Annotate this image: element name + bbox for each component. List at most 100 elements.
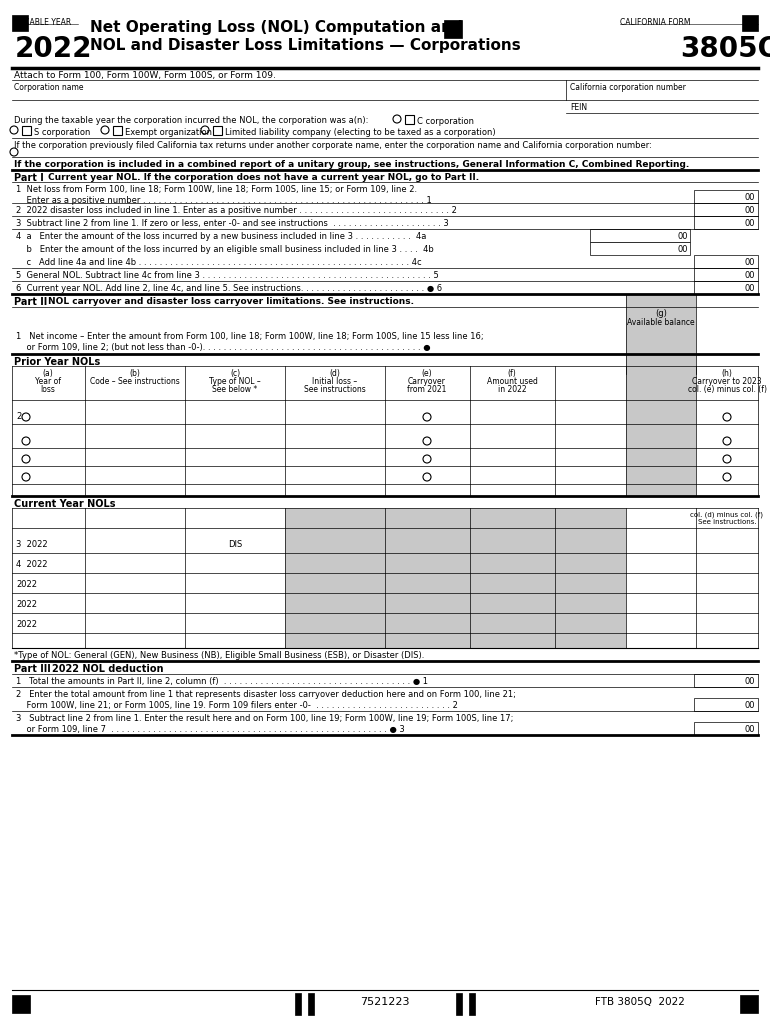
Text: FTB 3805Q  2022: FTB 3805Q 2022 — [595, 997, 685, 1007]
Text: 00: 00 — [678, 232, 688, 241]
Text: Attach to Form 100, Form 100W, Form 100S, or Form 109.: Attach to Form 100, Form 100W, Form 100S… — [14, 71, 276, 80]
Text: Enter as a positive number . . . . . . . . . . . . . . . . . . . . . . . . . . .: Enter as a positive number . . . . . . .… — [16, 196, 432, 205]
Text: Part III: Part III — [14, 664, 51, 674]
Text: 00: 00 — [745, 219, 755, 228]
Bar — [694, 268, 758, 281]
Text: (a): (a) — [42, 369, 53, 378]
Text: If the corporation is included in a combined report of a unitary group, see inst: If the corporation is included in a comb… — [14, 160, 689, 169]
Bar — [626, 508, 696, 648]
Text: 3805Q: 3805Q — [680, 35, 770, 63]
Text: FEIN: FEIN — [570, 103, 587, 112]
Bar — [12, 995, 30, 1013]
Text: 3  Subtract line 2 from line 1. If zero or less, enter -0- and see instructions : 3 Subtract line 2 from line 1. If zero o… — [16, 219, 449, 228]
Text: California corporation number: California corporation number — [570, 83, 686, 92]
Bar — [469, 993, 475, 1015]
Text: Part I: Part I — [14, 173, 44, 183]
Text: 00: 00 — [678, 245, 688, 254]
Text: (d): (d) — [330, 369, 340, 378]
Text: 00: 00 — [745, 701, 755, 710]
Text: Carryover to 2023: Carryover to 2023 — [692, 377, 762, 386]
Text: 1   Total the amounts in Part II, line 2, column (f)  . . . . . . . . . . . . . : 1 Total the amounts in Part II, line 2, … — [16, 677, 428, 686]
Text: 00: 00 — [745, 193, 755, 202]
Text: TAXABLE YEAR: TAXABLE YEAR — [15, 18, 72, 27]
Text: 2022: 2022 — [16, 620, 37, 629]
Text: 2022: 2022 — [16, 580, 37, 589]
Text: Exempt organization: Exempt organization — [125, 128, 212, 137]
Text: Prior Year NOLs: Prior Year NOLs — [14, 357, 100, 367]
Text: Amount used: Amount used — [487, 377, 537, 386]
Text: b   Enter the amount of the loss incurred by an eligible small business included: b Enter the amount of the loss incurred … — [16, 245, 434, 254]
Text: 00: 00 — [745, 258, 755, 267]
Text: See instructions: See instructions — [304, 385, 366, 394]
Text: Corporation name: Corporation name — [14, 83, 83, 92]
Bar — [295, 993, 301, 1015]
Bar — [308, 993, 314, 1015]
Text: 1   Net income – Enter the amount from Form 100, line 18; Form 100W, line 18; Fo: 1 Net income – Enter the amount from For… — [16, 332, 484, 341]
Text: 4  a   Enter the amount of the loss incurred by a new business included in line : 4 a Enter the amount of the loss incurre… — [16, 232, 427, 241]
Text: Initial loss –: Initial loss – — [313, 377, 357, 386]
Text: 2   Enter the total amount from line 1 that represents disaster loss carryover d: 2 Enter the total amount from line 1 tha… — [16, 690, 516, 699]
Text: Net Operating Loss (NOL) Computation and: Net Operating Loss (NOL) Computation and — [90, 20, 463, 35]
Bar — [626, 366, 696, 496]
Text: NOL carryover and disaster loss carryover limitations. See instructions.: NOL carryover and disaster loss carryove… — [48, 297, 414, 306]
Text: Year of: Year of — [35, 377, 61, 386]
Text: Type of NOL –: Type of NOL – — [209, 377, 261, 386]
Text: (b): (b) — [129, 369, 140, 378]
Text: in 2022: in 2022 — [497, 385, 527, 394]
Bar — [444, 20, 462, 38]
Bar — [405, 115, 414, 124]
Text: S corporation: S corporation — [34, 128, 90, 137]
Bar — [113, 126, 122, 135]
Bar — [742, 15, 758, 31]
Text: (g): (g) — [655, 309, 667, 318]
Text: 2  2022 disaster loss included in line 1. Enter as a positive number . . . . . .: 2 2022 disaster loss included in line 1.… — [16, 206, 457, 215]
Text: Code – See instructions: Code – See instructions — [90, 377, 180, 386]
Text: (e): (e) — [422, 369, 432, 378]
Text: col. (e) minus col. (f): col. (e) minus col. (f) — [688, 385, 766, 394]
Bar — [285, 508, 626, 648]
Bar — [456, 993, 462, 1015]
Text: Form 100W, line 21; or Form 100S, line 19. Form 109 filers enter -0-  . . . . . : Form 100W, line 21; or Form 100S, line 1… — [16, 701, 458, 710]
Bar — [694, 203, 758, 216]
Text: 3  2022: 3 2022 — [16, 540, 48, 549]
Bar — [694, 281, 758, 294]
Text: Current Year NOLs: Current Year NOLs — [14, 499, 116, 509]
Text: 4  2022: 4 2022 — [16, 560, 48, 569]
Text: 2022 NOL deduction: 2022 NOL deduction — [52, 664, 163, 674]
Text: See instructions.: See instructions. — [698, 519, 756, 525]
Text: 3   Subtract line 2 from line 1. Enter the result here and on Form 100, line 19;: 3 Subtract line 2 from line 1. Enter the… — [16, 714, 514, 723]
Bar — [590, 229, 690, 242]
Text: 5  General NOL. Subtract line 4c from line 3 . . . . . . . . . . . . . . . . . .: 5 General NOL. Subtract line 4c from lin… — [16, 271, 439, 280]
Bar — [12, 15, 28, 31]
Bar — [694, 722, 758, 735]
Text: 1  Net loss from Form 100, line 18; Form 100W, line 18; Form 100S, line 15; or F: 1 Net loss from Form 100, line 18; Form … — [16, 185, 417, 194]
Bar — [694, 216, 758, 229]
Text: (c): (c) — [230, 369, 240, 378]
Text: 7521223: 7521223 — [360, 997, 410, 1007]
Bar — [694, 255, 758, 268]
Text: See below *: See below * — [213, 385, 258, 394]
Bar — [740, 995, 758, 1013]
Bar — [694, 674, 758, 687]
Text: 2: 2 — [16, 412, 22, 421]
Text: *Type of NOL: General (GEN), New Business (NB), Eligible Small Business (ESB), o: *Type of NOL: General (GEN), New Busines… — [14, 651, 424, 660]
Text: or Form 109, line 2; (but not less than -0-). . . . . . . . . . . . . . . . . . : or Form 109, line 2; (but not less than … — [16, 343, 430, 352]
Text: from 2021: from 2021 — [407, 385, 447, 394]
Text: Available balance: Available balance — [628, 318, 695, 327]
Bar — [213, 126, 222, 135]
Text: 2022: 2022 — [15, 35, 92, 63]
Bar — [626, 294, 696, 374]
Text: 2022: 2022 — [16, 600, 37, 609]
Bar — [694, 698, 758, 711]
Text: col. (d) minus col. (f): col. (d) minus col. (f) — [691, 511, 764, 517]
Text: Carryover: Carryover — [408, 377, 446, 386]
Bar — [22, 126, 31, 135]
Text: 00: 00 — [745, 725, 755, 734]
Text: If the corporation previously filed California tax returns under another corpora: If the corporation previously filed Cali… — [14, 141, 652, 150]
Text: DIS: DIS — [228, 540, 242, 549]
Text: 00: 00 — [745, 677, 755, 686]
Text: 00: 00 — [745, 206, 755, 215]
Text: loss: loss — [41, 385, 55, 394]
Text: 00: 00 — [745, 271, 755, 280]
Text: Limited liability company (electing to be taxed as a corporation): Limited liability company (electing to b… — [225, 128, 496, 137]
